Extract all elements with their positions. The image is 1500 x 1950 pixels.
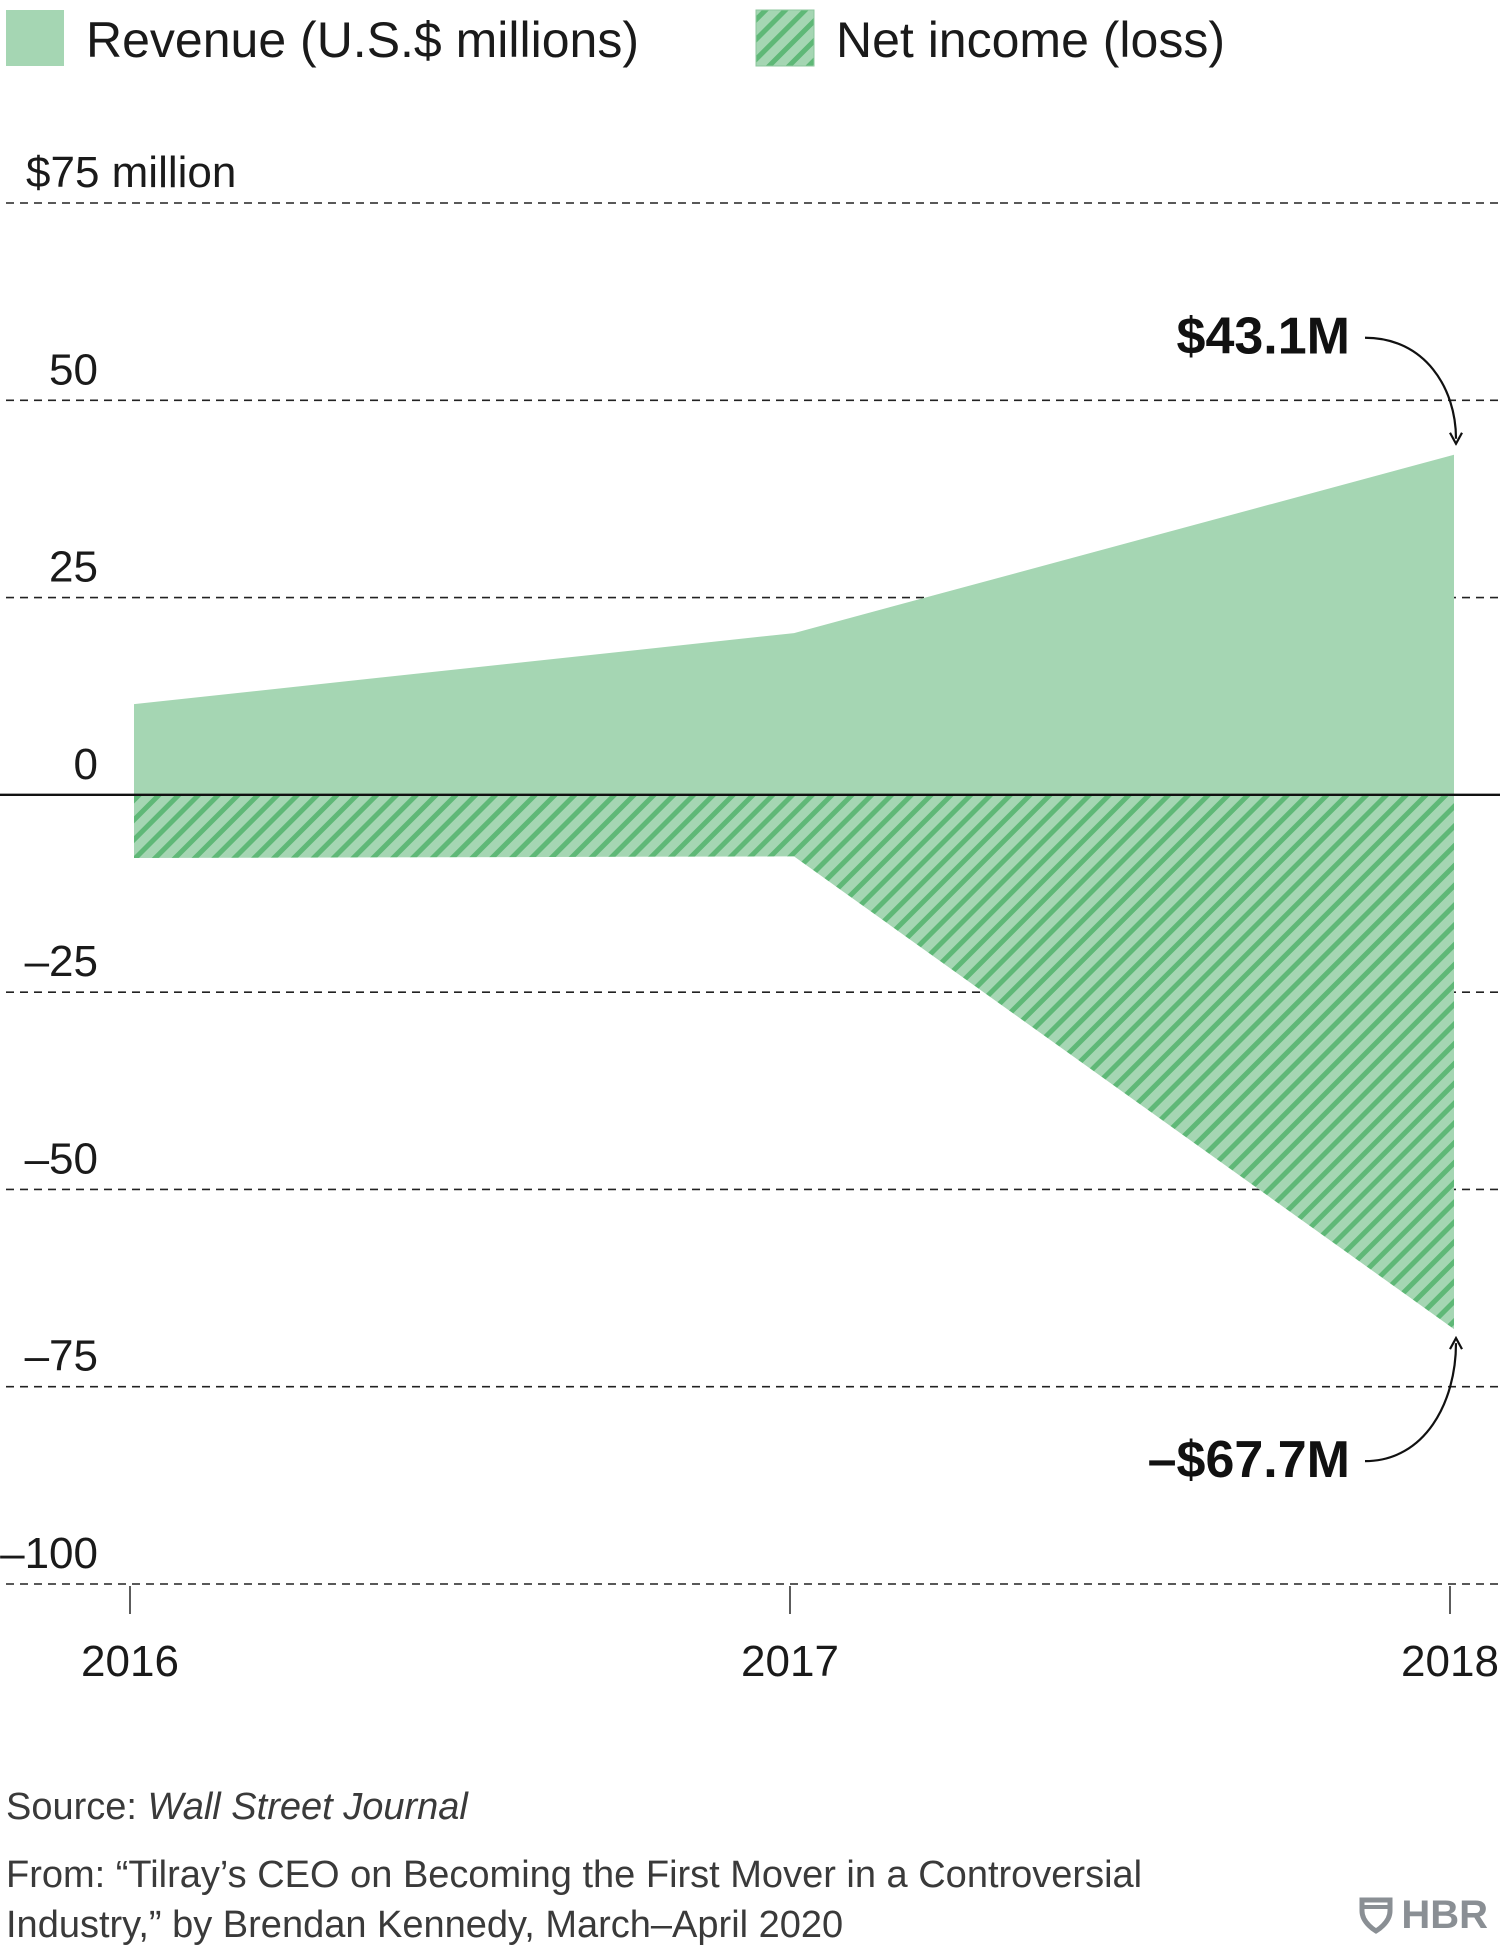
- chart: Revenue (U.S.$ millions) Net income (los…: [0, 9, 1500, 1686]
- source-prefix: Source:: [6, 1786, 148, 1828]
- hbr-logo: HBR: [1359, 1893, 1488, 1938]
- x-tick-label: 2017: [741, 1637, 839, 1686]
- area-revenue: [134, 454, 1454, 795]
- y-tick-label: 50: [49, 345, 98, 394]
- legend-swatch-net-income: [755, 9, 815, 67]
- legend-label-revenue: Revenue (U.S.$ millions): [86, 12, 639, 68]
- legend-label-net-income: Net income (loss): [836, 12, 1225, 68]
- callouts: $43.1M –$67.7M: [1148, 308, 1456, 1489]
- gridlines: [6, 202, 1500, 1585]
- hbr-logo-text: HBR: [1401, 1893, 1488, 1937]
- x-tick-label: 2018: [1401, 1637, 1499, 1686]
- legend: Revenue (U.S.$ millions) Net income (los…: [6, 9, 1225, 68]
- area-net-income: [134, 794, 1454, 1330]
- y-axis-ticks: $75 million 50 25 0 –25 –50 –75 –100: [0, 148, 236, 1578]
- y-tick-label: 0: [74, 740, 98, 789]
- callout-net-income-label: –$67.7M: [1148, 1431, 1350, 1489]
- y-tick-label: –50: [25, 1134, 98, 1183]
- hbr-shield-icon: [1359, 1897, 1393, 1934]
- from-note: From: “Tilray’s CEO on Becoming the Firs…: [6, 1854, 1143, 1946]
- y-tick-label: $75 million: [26, 148, 236, 197]
- callout-arrow: [1364, 1343, 1456, 1463]
- source-name: Wall Street Journal: [147, 1786, 468, 1828]
- legend-swatch-revenue: [6, 10, 64, 66]
- source-note: Source: Wall Street Journal: [6, 1782, 468, 1832]
- x-tick-label: 2016: [81, 1637, 179, 1686]
- y-tick-label: –75: [25, 1332, 98, 1381]
- callout-revenue-label: $43.1M: [1177, 308, 1350, 366]
- y-tick-label: 25: [49, 543, 98, 592]
- callout-arrow: [1364, 336, 1456, 439]
- y-tick-label: –25: [25, 937, 98, 986]
- area-series: [134, 454, 1454, 1330]
- x-axis-ticks: 2016 2017 2018: [81, 1586, 1499, 1686]
- y-tick-label: –100: [0, 1529, 98, 1578]
